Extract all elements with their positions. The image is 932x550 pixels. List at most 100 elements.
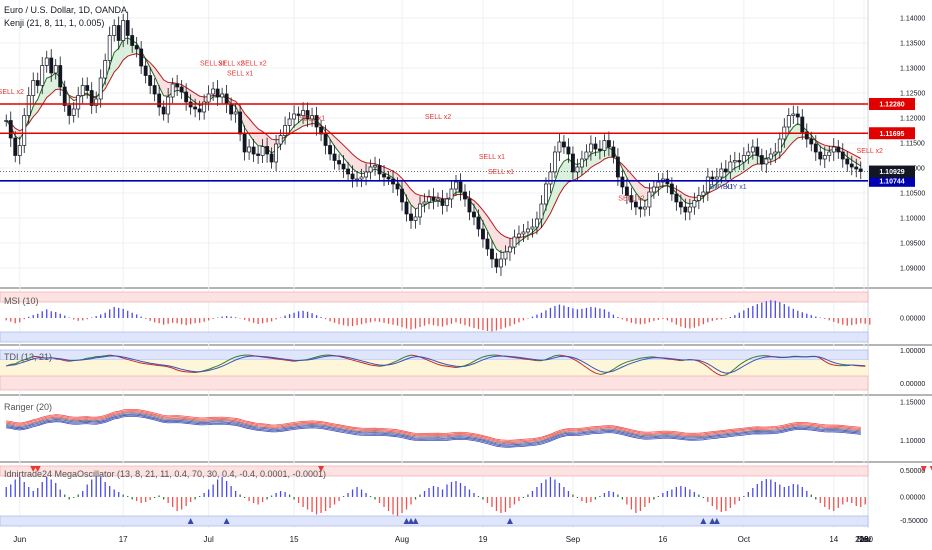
candle-body (116, 25, 121, 41)
tdi-line-segment (226, 358, 232, 362)
candle-body (669, 183, 674, 195)
candle (148, 66, 153, 95)
last-price-badge (869, 165, 915, 178)
tdi-line-segment (127, 358, 133, 362)
tdi-line-segment (442, 365, 448, 367)
candle-body (768, 153, 773, 160)
candle (606, 131, 611, 156)
candle (94, 91, 99, 114)
tdi-line-segment (577, 360, 583, 365)
candle (521, 224, 526, 242)
candle (58, 56, 63, 96)
tdi-line-segment (19, 359, 25, 362)
candle-body (148, 75, 153, 86)
candle (485, 232, 490, 256)
candle (553, 145, 557, 179)
x-tick-label: 18 (860, 535, 869, 544)
tdi-mid-band (0, 360, 868, 376)
candle-body (579, 158, 584, 168)
candle (651, 180, 656, 199)
candle (17, 136, 22, 165)
candle-body (283, 125, 288, 136)
candle-body (287, 118, 292, 126)
candle-body (570, 153, 575, 173)
x-tick-label: 17 (119, 535, 128, 544)
candle-body (206, 93, 211, 103)
candle (44, 50, 49, 73)
candle-body (80, 85, 85, 96)
candle (526, 221, 530, 240)
tdi-line-segment (631, 358, 637, 362)
candle-body (44, 57, 49, 66)
candle (121, 13, 126, 48)
candle (184, 83, 189, 111)
candle (85, 77, 90, 99)
candle-body (692, 200, 697, 208)
tdi-line-segment (698, 360, 704, 365)
candle-body (8, 120, 13, 139)
tdi-line-segment (819, 357, 826, 362)
level-badge (869, 127, 915, 140)
candle-body (215, 88, 220, 98)
candle (557, 133, 562, 161)
tdi-line-segment (455, 366, 461, 368)
candle (26, 87, 31, 124)
candle (107, 26, 112, 70)
tdi-line-segment (644, 356, 650, 359)
tdi-line-segment (550, 355, 556, 359)
candle (409, 205, 413, 229)
candle (508, 238, 512, 261)
candle-body (404, 201, 409, 215)
candle (112, 19, 117, 42)
candle-body (822, 155, 827, 160)
ma-cloud (640, 183, 645, 202)
tdi-line-segment (145, 363, 151, 365)
candle (548, 163, 553, 193)
tdi-line-segment (748, 357, 754, 360)
candle (633, 193, 638, 216)
candle-body (544, 183, 548, 205)
sell-signal: SELL x2 (218, 61, 244, 68)
candle (687, 198, 692, 221)
candle (103, 53, 108, 85)
sell-signal: SELL x2 (857, 148, 883, 155)
candle-body (166, 96, 171, 115)
candle-body (175, 83, 180, 88)
candle (215, 80, 220, 106)
y-tick-label: 1.09500 (900, 241, 925, 248)
candle (314, 106, 319, 136)
y-tick-label: 1.12500 (900, 91, 925, 98)
candle (840, 143, 845, 168)
tdi-line-segment (154, 364, 160, 367)
tdi-line-segment (136, 361, 142, 364)
ma-cloud (303, 118, 308, 126)
tdi-line-segment (559, 354, 564, 357)
candle-body (494, 258, 499, 268)
candle (773, 143, 778, 163)
tdi-line-segment (181, 370, 187, 373)
ranger-lower-line (6, 414, 861, 447)
candle-body (840, 151, 845, 160)
mega-pane-title: Idnirtrade24 MegaOscillator (13, 8, 21, … (4, 469, 327, 479)
candle (854, 158, 859, 178)
tdi-line-segment (581, 363, 587, 368)
candle-body (791, 113, 796, 116)
ma-cloud (599, 147, 605, 163)
candle-body (800, 116, 805, 133)
tdi-signal-line (6, 355, 866, 374)
ma-cloud (307, 117, 313, 125)
candle (287, 112, 292, 133)
candle-body (615, 156, 620, 178)
tdi-line-segment (523, 358, 529, 360)
tdi-line-segment (118, 356, 124, 359)
candle-body (831, 146, 836, 153)
tdi-line-segment (374, 365, 380, 367)
candle-body (40, 65, 45, 86)
ma-cloud (150, 62, 155, 77)
candle (341, 155, 346, 178)
candle (746, 143, 751, 164)
candle-body (490, 248, 494, 260)
candle (350, 165, 355, 188)
candle (40, 56, 45, 95)
